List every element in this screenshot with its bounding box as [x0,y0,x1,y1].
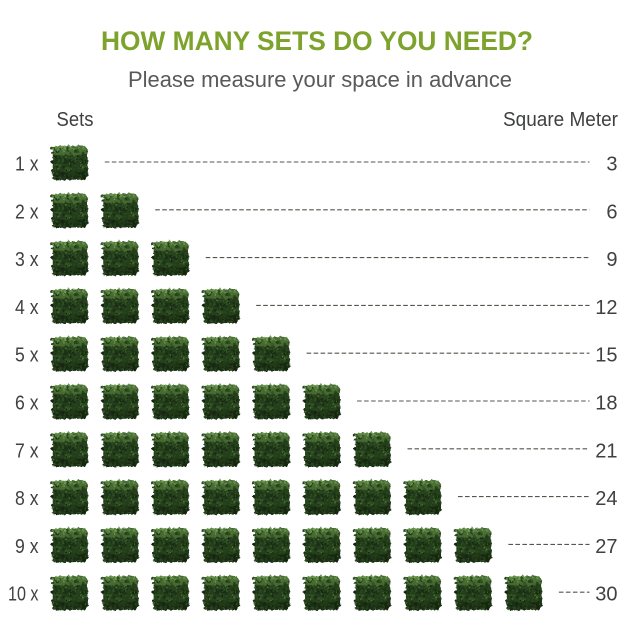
svg-text:Sets: Sets [57,109,94,131]
svg-text:3: 3 [606,154,617,176]
svg-text:24: 24 [595,488,617,510]
svg-text:18: 18 [595,393,617,415]
svg-text:Square Meter: Square Meter [503,109,618,131]
svg-text:30: 30 [595,584,617,606]
svg-text:1 x: 1 x [15,154,39,176]
svg-text:27: 27 [595,536,617,558]
svg-text:8 x: 8 x [15,488,39,510]
svg-text:7 x: 7 x [15,440,39,462]
svg-text:3 x: 3 x [15,249,39,271]
svg-text:HOW MANY SETS DO YOU NEED?: HOW MANY SETS DO YOU NEED? [101,26,533,56]
svg-text:10 x: 10 x [8,584,39,606]
svg-text:4 x: 4 x [15,297,39,319]
svg-text:15: 15 [595,345,617,367]
svg-text:9 x: 9 x [15,536,39,558]
svg-text:12: 12 [595,297,617,319]
svg-text:6 x: 6 x [15,393,39,415]
svg-text:6: 6 [606,201,617,223]
svg-text:2 x: 2 x [15,201,39,223]
svg-text:9: 9 [606,249,617,271]
svg-text:Please measure your space in a: Please measure your space in advance [128,67,512,92]
svg-text:5 x: 5 x [15,345,39,367]
svg-text:21: 21 [595,440,617,462]
